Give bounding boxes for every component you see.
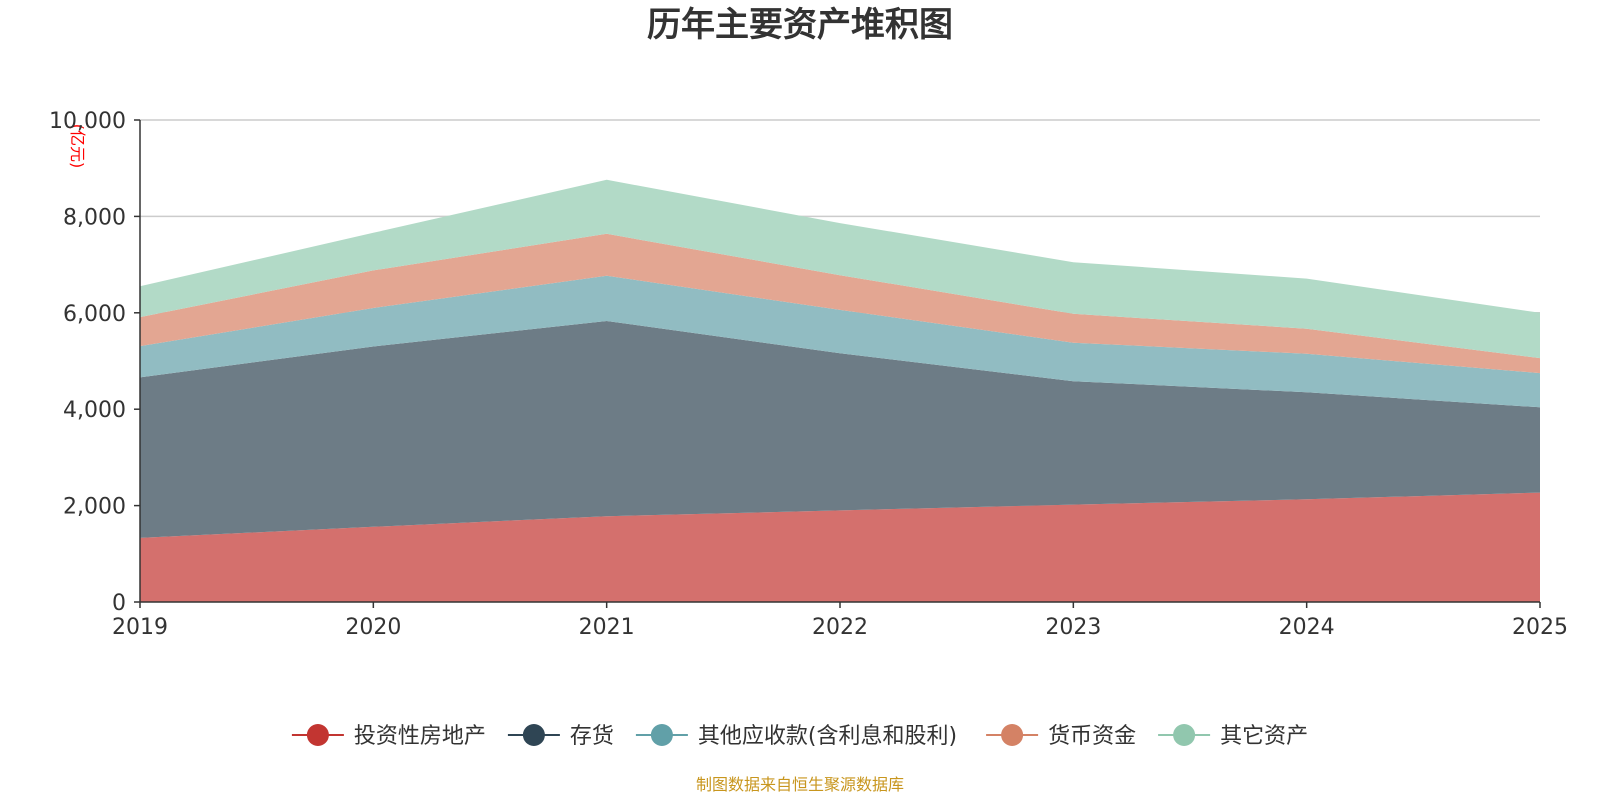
chart-title: 历年主要资产堆积图 [647,5,953,45]
x-tick-label-1: 2020 [345,615,401,640]
legend-item-3[interactable]: 货币资金 [986,724,1136,749]
x-tick-label-3: 2022 [812,615,868,640]
legend-marker-0 [306,724,329,746]
area-series-4[interactable] [140,179,1540,359]
x-tick-label-4: 2023 [1045,615,1101,640]
area-series-2[interactable] [140,275,1540,408]
legend-item-0[interactable]: 投资性房地产 [291,724,486,749]
x-tick-label-0: 2019 [112,615,168,640]
y-tick-label-0: 0 [112,591,126,616]
legend-marker-1 [522,724,545,746]
axis-layer: 0 2,000 4,000 6,000 8,000 10,000 2019 2020 2021 2… [49,109,1568,640]
legend-item-1[interactable]: 存货 [507,724,614,749]
area-series-1[interactable] [140,321,1540,538]
area-series-0[interactable] [140,492,1540,602]
area-layer [140,179,1540,602]
legend-label-3: 货币资金 [1048,724,1136,749]
x-tick-label-2: 2021 [579,615,635,640]
y-tick-label-2: 4,000 [63,398,126,423]
legend-item-4[interactable]: 其它资产 [1158,724,1308,749]
legend-marker-2 [650,724,673,746]
y-axis-unit-label: (亿元) [68,124,87,169]
legend-label-2: 其他应收款(含利息和股利) [698,724,957,749]
x-tick-label-5: 2024 [1279,615,1335,640]
legend-marker-4 [1173,724,1196,746]
legend-marker-3 [1001,724,1024,746]
x-tick-label-6: 2025 [1512,615,1568,640]
y-tick-label-1: 2,000 [63,495,126,520]
y-tick-label-3: 6,000 [63,302,126,327]
legend-label-4: 其它资产 [1220,724,1308,749]
legend: 投资性房地产 存货 其他应收款(含利息和股利) 货币资金 其它资产 [291,724,1308,749]
legend-label-0: 投资性房地产 [354,724,486,749]
y-tick-label-4: 8,000 [63,205,126,230]
area-series-3[interactable] [140,233,1540,374]
legend-label-1: 存货 [570,724,614,749]
y-tick-label-5: 10,000 [49,109,126,134]
data-source-note: 制图数据来自恒生聚源数据库 [696,775,904,794]
legend-item-2[interactable]: 其他应收款(含利息和股利) [635,724,957,749]
